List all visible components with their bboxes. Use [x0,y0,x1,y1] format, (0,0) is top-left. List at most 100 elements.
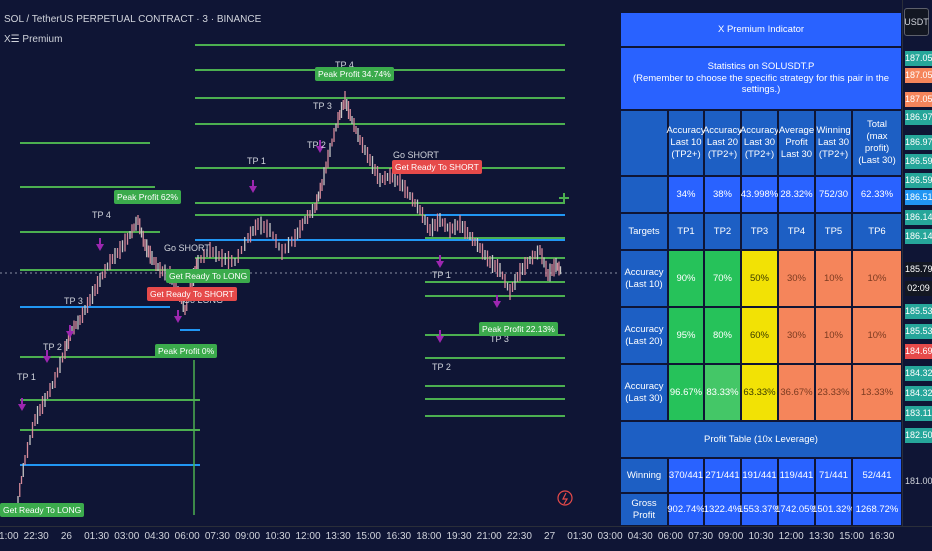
tp2-label-b: TP 2 [307,140,326,150]
go-short-label: Go SHORT [164,243,210,253]
price-label: 186.59 [905,154,932,169]
price-label: 185.53 [905,304,932,319]
accuracy-value: 30% [778,250,815,307]
time-label: 18:00 [416,531,442,542]
price-label: 02:09 [905,281,932,296]
target-header: TP5 [815,213,852,250]
time-label: 10:30 [265,531,291,542]
accuracy-value: 10% [815,307,852,364]
price-label: 184.32 [905,386,932,401]
accuracy-value: 96.67% [668,364,704,421]
tp3-label-c: TP 3 [490,334,509,344]
peak-profit-62-tag: Peak Profit 62% [114,190,181,204]
stats-col-header: Winning Last 30 (TP2+) [815,110,852,176]
stats-summary-value: 38% [704,176,741,213]
price-label: 183.11 [905,406,932,421]
accuracy-value: 83.33% [704,364,741,421]
purple-arrow-head [96,244,104,251]
time-label: 19:30 [446,531,472,542]
price-label: 184.69 [905,344,932,359]
gross-profit-label: Gross Profit [620,493,668,526]
time-axis[interactable]: 21:00 22:30 26 01:30 03:00 04:30 06:00 07:30 09:… [0,526,932,551]
winning-value: 119/441 [778,458,815,493]
tp1-label: TP 1 [17,372,36,382]
gross-profit-value: 1268.72% [852,493,902,526]
accuracy-value: 60% [741,307,778,364]
chart-area[interactable]: SOL / TetherUS PERPETUAL CONTRACT · 3 · … [0,0,902,526]
go-short-label-2: Go SHORT [393,150,439,160]
stats-summary-blank [620,176,668,213]
time-label: 04:30 [627,531,653,542]
symbol-title[interactable]: SOL / TetherUS PERPETUAL CONTRACT · 3 · … [4,14,262,25]
profit-table-title: Profit Table (10x Leverage) [620,421,902,458]
indicator-title[interactable]: X☰ Premium [4,34,63,45]
target-header: TP3 [741,213,778,250]
purple-arrow-head [316,146,324,153]
stats-summary-value: 62.33% [852,176,902,213]
ready-short-tag-2: Get Ready To SHORT [392,160,482,174]
price-chart[interactable] [0,0,902,526]
stats-subtitle-1: Statistics on SOLUSDT.P [707,60,815,72]
time-label: 03:00 [597,531,623,542]
stats-summary-value: 34% [668,176,704,213]
time-label: 12:00 [778,531,804,542]
tp3-label: TP 3 [64,296,83,306]
price-label: 187.05 [905,92,932,107]
lightning-icon [557,490,573,506]
time-label: 04:30 [144,531,170,542]
price-label: 182.50 [905,428,932,443]
price-label: 186.14 [905,210,932,225]
purple-arrow-head [174,316,182,323]
ready-long-bottom-tag: Get Ready To LONG [0,503,85,517]
price-label: 181.00 [905,476,932,486]
time-label: 12:00 [295,531,321,542]
winning-value: 191/441 [741,458,778,493]
ready-short-tag: Get Ready To SHORT [147,287,237,301]
target-header: TP1 [668,213,704,250]
price-label: 187.05 [905,51,932,66]
peak-profit-2213-tag: Peak Profit 22.13% [479,322,558,336]
time-label: 21:00 [0,531,19,542]
accuracy-value: 13.33% [852,364,902,421]
stats-col-header: Total (max profit) (Last 30) [852,110,902,176]
time-label: 13:30 [325,531,351,542]
accuracy-row-label: Accuracy (Last 10) [620,250,668,307]
tp2-label: TP 2 [43,342,62,352]
purple-arrow-head [43,356,51,363]
price-label: 186.97 [905,110,932,125]
time-label: 09:00 [235,531,261,542]
time-label: 09:00 [718,531,744,542]
time-label: 16:30 [386,531,412,542]
time-label: 01:30 [567,531,593,542]
purple-arrow-head [66,331,74,338]
gross-profit-value: 902.74% [667,493,705,526]
stats-summary-value: 28.32% [778,176,815,213]
price-axis[interactable]: 187.05 187.05 187.05 186.97 186.97 186.59 186.… [902,0,932,526]
time-label: 07:30 [204,531,230,542]
purple-arrow-head [493,301,501,308]
tp4-label-b: TP 4 [335,60,354,70]
accuracy-value: 36.67% [778,364,815,421]
accuracy-value: 10% [852,307,902,364]
currency-button[interactable]: USDT [904,8,929,36]
purple-arrow-head [249,186,257,193]
time-label: 01:30 [84,531,110,542]
stats-summary-value: 43.998% [741,176,778,213]
stats-subtitle-2: (Remember to choose the specific strateg… [632,72,890,96]
accuracy-value: 50% [741,250,778,307]
time-label: 10:30 [748,531,774,542]
winning-value: 370/441 [668,458,704,493]
time-label: 07:30 [688,531,714,542]
gross-profit-value: 1553.37% [738,493,781,526]
accuracy-value: 63.33% [741,364,778,421]
time-label: 27 [544,531,556,542]
time-label: 26 [60,531,72,542]
winning-value: 271/441 [704,458,741,493]
price-label: 185.79 [905,262,932,277]
price-label: 185.53 [905,324,932,339]
gross-profit-value: 1501.32% [812,493,855,526]
time-label: 06:00 [657,531,683,542]
gross-profit-value: 1742.05% [775,493,818,526]
accuracy-value: 23.33% [815,364,852,421]
winning-value: 52/441 [852,458,902,493]
